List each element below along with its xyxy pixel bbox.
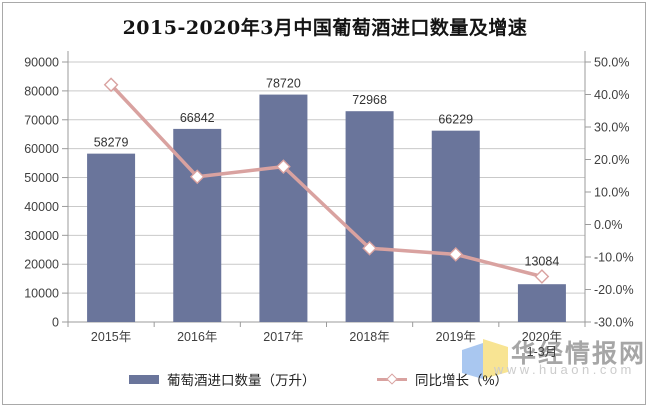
bar-value-label: 66229: [438, 113, 473, 127]
growth-line: [109, 83, 543, 279]
right-axis-tick-label: -10.0%: [594, 251, 634, 265]
line-marker-3: [362, 240, 377, 256]
bar-2015年: [87, 153, 136, 322]
line-marker-5: [534, 269, 550, 284]
left-axis-tick-label: 50000: [24, 171, 59, 185]
left-axis-tick-label: 80000: [24, 84, 59, 98]
x-axis-category-label: 2017年: [263, 330, 303, 344]
bar-2020年: [517, 284, 566, 322]
bar-value-label: 78720: [266, 77, 301, 91]
logo-left-page: [462, 343, 483, 379]
watermark-url: www.huaon.com: [494, 362, 635, 377]
bar-2018年: [345, 111, 394, 322]
bar-2019年: [431, 130, 480, 322]
bar-value-label: 58279: [94, 136, 129, 150]
right-axis-tick-label: 0.0%: [594, 218, 623, 232]
right-axis-tick-label: 10.0%: [594, 186, 629, 200]
bar-series-swatch-icon: [129, 374, 159, 384]
legend: 葡萄酒进口数量（万升） 同比增长（%）: [0, 369, 650, 393]
x-axis-category-label: 2016年: [177, 330, 217, 344]
bar-value-label: 13084: [525, 255, 560, 269]
legend-item-line-series: 同比增长（%）: [377, 369, 508, 389]
x-axis-category-label: 2018年: [349, 330, 389, 344]
x-axis-category-label: 2019年: [436, 330, 476, 344]
bar-2017年: [259, 94, 308, 322]
watermark-brand: 华经情报网: [511, 340, 647, 368]
line-marker-1: [189, 169, 205, 185]
x-axis-category-label: 2020年: [522, 330, 562, 344]
line-marker-4: [448, 247, 464, 262]
logo-right-page: [483, 339, 508, 379]
left-axis-tick-label: 10000: [24, 287, 59, 301]
left-axis-tick-label: 20000: [24, 258, 59, 272]
right-axis-tick-label: 20.0%: [594, 153, 629, 167]
legend-label-line-series: 同比增长（%）: [415, 373, 509, 388]
legend-item-bar-series: 葡萄酒进口数量（万升）: [129, 369, 316, 389]
left-axis-tick-label: 0: [52, 316, 59, 330]
chart-title: 2015-2020年3月中国葡萄酒进口数量及增速: [122, 17, 528, 39]
left-axis-tick-label: 30000: [24, 229, 59, 243]
right-axis-tick-label: 40.0%: [594, 88, 629, 102]
right-axis-tick-label: -20.0%: [594, 283, 634, 297]
x-axis-category-label: 2015年: [91, 330, 131, 344]
right-axis-tick-label: -30.0%: [594, 316, 634, 330]
line-marker-2: [276, 159, 291, 175]
bar-value-label: 66842: [180, 111, 215, 125]
left-axis-tick-label: 70000: [24, 113, 59, 127]
legend-label-bar-series: 葡萄酒进口数量（万升）: [167, 373, 316, 388]
left-axis-tick-label: 90000: [24, 56, 59, 70]
right-axis-tick-label: 50.0%: [594, 56, 629, 70]
line-marker-0: [103, 77, 119, 93]
right-axis-tick-label: 30.0%: [594, 121, 629, 135]
left-axis-tick-label: 60000: [24, 142, 59, 156]
huaon-logo-icon: [462, 339, 508, 379]
line-series-swatch-icon: [377, 372, 407, 385]
bar-value-label: 72968: [352, 93, 387, 107]
x-axis-category-label: 1-3月: [527, 345, 558, 359]
left-axis-tick-label: 40000: [24, 200, 59, 214]
